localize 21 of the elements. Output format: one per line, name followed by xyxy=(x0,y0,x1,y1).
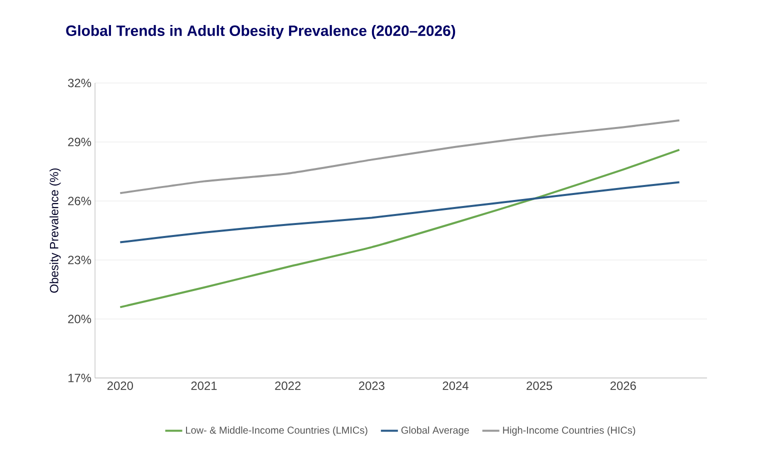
x-tick-label: 2022 xyxy=(275,382,301,390)
x-tick-label: 2023 xyxy=(358,382,384,390)
x-tick-label: 2026 xyxy=(610,382,636,390)
chart-title: Global Trends in Adult Obesity Prevalence (2020–2026) xyxy=(66,25,456,39)
legend-label: High-Income Countries (HICs) xyxy=(503,426,636,436)
x-tick-label: 2021 xyxy=(191,382,217,390)
y-tick-label: 17% xyxy=(68,374,92,382)
line-series xyxy=(119,181,680,244)
line-series xyxy=(119,148,680,308)
line-series xyxy=(119,119,680,194)
y-tick-label: 32% xyxy=(68,78,92,88)
legend-label: Low- & Middle-Income Countries (LMICs) xyxy=(186,426,368,436)
x-tick-label: 2020 xyxy=(107,382,133,390)
x-tick-label: 2024 xyxy=(442,382,468,390)
legend-label: Global Average xyxy=(401,426,469,436)
y-tick-label: 26% xyxy=(68,196,92,206)
x-tick-label: 2025 xyxy=(526,382,552,390)
y-tick-label: 23% xyxy=(68,256,92,264)
y-axis-title: Obesity Prevalence (%) xyxy=(50,168,61,293)
y-tick-label: 20% xyxy=(68,314,92,324)
y-tick-label: 29% xyxy=(68,138,92,146)
